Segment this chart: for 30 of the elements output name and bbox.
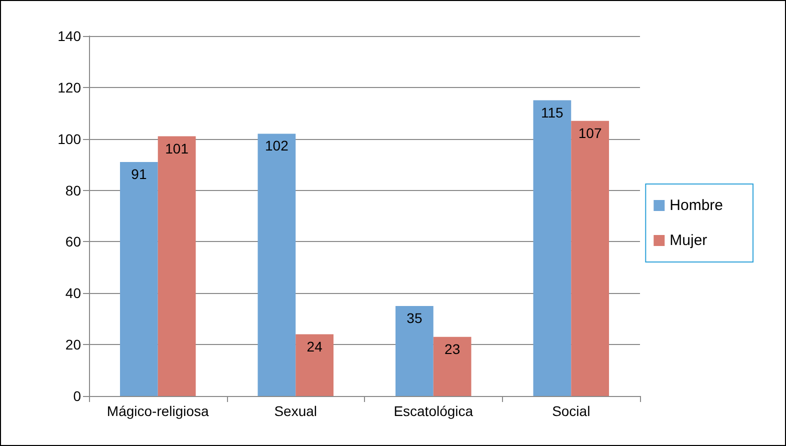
y-tick-label: 20 xyxy=(65,336,82,353)
y-tick-label: 0 xyxy=(73,388,82,404)
y-tick-label: 60 xyxy=(65,234,82,250)
bar xyxy=(296,334,334,396)
bar xyxy=(433,336,472,396)
data-label: 91 xyxy=(131,166,147,182)
x-tick-label: Escatológica xyxy=(394,403,474,419)
x-tick-label: Sexual xyxy=(274,403,318,419)
y-tick-label: 80 xyxy=(65,182,82,198)
y-tick-label: 40 xyxy=(65,285,82,302)
y-tick-label: 140 xyxy=(58,28,82,44)
bar xyxy=(158,136,196,396)
y-tick-label: 100 xyxy=(58,130,82,147)
data-label: 115 xyxy=(541,104,564,120)
bar xyxy=(120,162,158,396)
legend-label: Hombre xyxy=(670,197,724,214)
y-tick-label: 120 xyxy=(58,79,82,96)
x-tick-label: Social xyxy=(552,403,590,419)
data-label: 107 xyxy=(578,124,602,141)
bar xyxy=(571,120,610,396)
data-label: 102 xyxy=(265,138,289,154)
data-label: 23 xyxy=(444,340,460,357)
bar xyxy=(258,134,296,396)
bar xyxy=(533,100,572,396)
data-label: 24 xyxy=(306,338,323,354)
x-tick-label: Mágico-religiosa xyxy=(106,403,210,419)
legend-label: Mujer xyxy=(670,232,708,249)
bar xyxy=(395,306,434,396)
data-label: 101 xyxy=(165,140,189,156)
data-label: 35 xyxy=(406,310,422,326)
